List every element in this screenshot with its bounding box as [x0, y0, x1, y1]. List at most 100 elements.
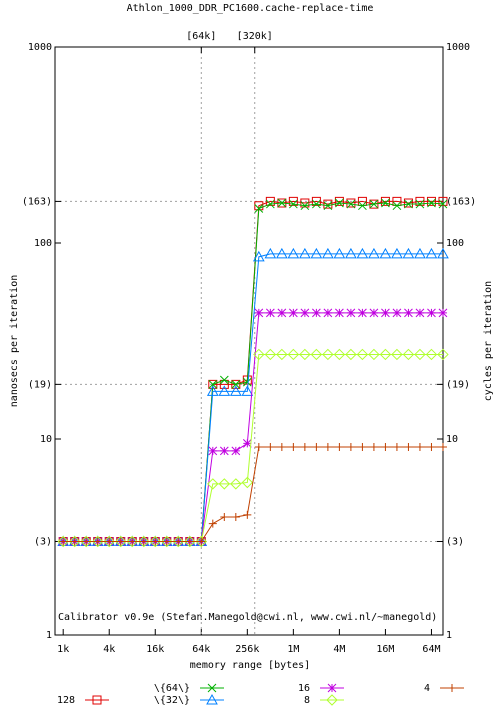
data-point [426, 196, 436, 206]
annotation: Calibrator v0.9e (Stefan.Manegold@cwi.nl… [58, 612, 437, 623]
data-point [162, 537, 171, 546]
data-point [149, 535, 161, 548]
x-tick-label: 256k [235, 644, 259, 655]
data-point [346, 308, 356, 318]
data-point [241, 385, 254, 396]
y2-tick-label: (3) [446, 536, 464, 547]
y-tick-label: 100 [34, 238, 52, 249]
data-point [265, 199, 275, 209]
y2-tick-label: (163) [446, 196, 476, 207]
data-point [415, 443, 424, 452]
data-point [207, 478, 219, 490]
data-point [335, 308, 344, 318]
data-point [242, 377, 252, 387]
data-point [289, 443, 298, 452]
y2-tick-label: 100 [446, 238, 464, 249]
data-point [208, 446, 218, 456]
legend-label: 4 [424, 683, 430, 694]
data-point [335, 198, 344, 208]
legend-marker [207, 683, 217, 693]
y-tick-label: 1000 [28, 42, 52, 53]
data-point [287, 348, 300, 361]
data-point [266, 443, 275, 452]
data-point [195, 535, 208, 548]
data-point [323, 201, 333, 211]
y2-axis-label: cycles per iteration [483, 281, 494, 401]
data-point [116, 537, 125, 546]
legend-label: \{64\} [154, 683, 190, 694]
data-point [427, 443, 436, 452]
data-point [206, 385, 219, 396]
data-point [312, 308, 321, 318]
data-point [92, 535, 104, 548]
x2-tick-label: [64k] [186, 31, 216, 42]
data-point [379, 348, 392, 361]
data-point [197, 537, 206, 546]
legend-marker [326, 694, 338, 706]
data-point [218, 385, 231, 396]
x-tick-label: 4M [333, 644, 345, 655]
data-point [219, 446, 229, 456]
data-point [185, 537, 194, 546]
data-point [414, 348, 426, 361]
y2-tick-label: 10 [446, 434, 458, 445]
data-point [115, 535, 127, 548]
data-point [323, 308, 333, 318]
data-point [310, 247, 323, 259]
data-point [358, 443, 367, 452]
x-axis-label: memory range [bytes] [190, 660, 310, 671]
data-point [427, 198, 436, 208]
data-point [57, 535, 69, 548]
data-point [277, 308, 287, 318]
data-point [333, 348, 346, 361]
data-point [381, 308, 390, 318]
data-point [425, 348, 438, 361]
data-point [312, 443, 321, 452]
data-point [231, 380, 241, 389]
legend-marker [448, 684, 456, 692]
data-point [380, 196, 390, 206]
y-tick-label: (163) [22, 196, 52, 207]
data-point [93, 537, 102, 546]
data-point [265, 196, 275, 206]
data-point [70, 537, 79, 546]
data-point [300, 201, 310, 211]
data-point [288, 196, 298, 206]
x-tick-label: 64k [192, 644, 210, 655]
data-point [277, 443, 286, 452]
data-point [392, 308, 402, 318]
data-point [184, 535, 196, 548]
y-axis-label: nanosecs per iteration [9, 275, 20, 407]
data-point [391, 348, 403, 361]
data-point [289, 308, 298, 318]
legend-marker [206, 693, 218, 705]
data-point [138, 535, 150, 548]
y-tick-label: 1 [46, 630, 52, 641]
y2-tick-label: (19) [446, 379, 470, 390]
data-point [243, 510, 252, 519]
legend-marker [327, 683, 337, 693]
data-point [300, 198, 310, 208]
x-tick-label: 64M [422, 644, 440, 655]
data-point [369, 308, 379, 318]
data-point [174, 537, 183, 546]
data-point [335, 443, 344, 452]
data-point [310, 348, 323, 361]
data-point [219, 375, 229, 385]
data-point [427, 308, 436, 318]
data-point [415, 196, 425, 206]
data-point [438, 196, 448, 206]
data-point [128, 537, 137, 546]
data-point [381, 198, 390, 208]
data-point [254, 443, 263, 452]
data-point [381, 443, 390, 452]
data-point [404, 443, 413, 452]
data-point [368, 348, 380, 361]
data-point [379, 247, 392, 259]
data-point [208, 519, 217, 528]
y2-tick-label: 1 [446, 630, 452, 641]
data-point [299, 348, 311, 361]
data-point [392, 443, 401, 452]
data-point [358, 308, 367, 318]
